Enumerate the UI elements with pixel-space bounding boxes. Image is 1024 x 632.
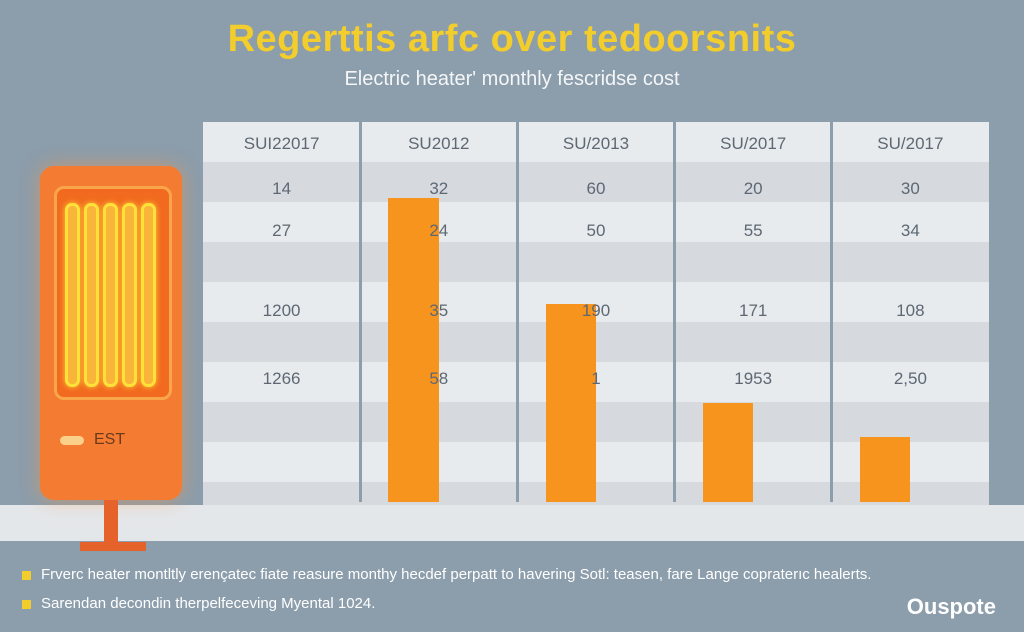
bullet-icon xyxy=(22,599,31,609)
table-stripe xyxy=(203,282,989,322)
table-cell: 60 xyxy=(586,179,606,198)
heater-coil-panel xyxy=(54,186,172,400)
heater-foot xyxy=(80,542,146,551)
heater-coil xyxy=(122,203,137,387)
footer-note-text: Frverc heater montltly erençatec fiate r… xyxy=(41,566,872,583)
column-header: SU/2017 xyxy=(877,134,944,153)
bar xyxy=(545,304,596,502)
column-header: SU2012 xyxy=(408,134,470,153)
table-cell: 35 xyxy=(429,301,449,320)
table-cell: 171 xyxy=(739,301,768,320)
heater-coil xyxy=(84,203,99,387)
table-cell: 34 xyxy=(900,221,920,240)
heater-coil xyxy=(141,203,156,387)
floor-strip xyxy=(0,505,1024,541)
chart-title: Regerttis arfc over tedoorsnits xyxy=(227,18,797,60)
table-cell: 1266 xyxy=(262,369,301,388)
table-cell: 50 xyxy=(586,221,606,240)
table-stripe xyxy=(203,162,989,202)
table-stripe xyxy=(203,322,989,362)
column-divider xyxy=(515,122,519,502)
footer-note-text: Sarendan decondin therpelfeceving Myenta… xyxy=(41,595,376,612)
table-stripe xyxy=(203,362,989,402)
table-cell: 190 xyxy=(581,301,611,320)
heater-illustration: EST xyxy=(40,166,182,500)
table-cell: 20 xyxy=(743,179,763,198)
heater-coil xyxy=(65,203,80,387)
column-header: SU/2017 xyxy=(720,134,787,153)
table-cell: 108 xyxy=(896,301,925,320)
column-header: SUI2201​7 xyxy=(243,134,320,153)
brand-logo-text: Ouspote xyxy=(906,594,996,619)
bar xyxy=(702,403,754,502)
table-cell: 55 xyxy=(743,221,763,240)
bar xyxy=(388,198,439,502)
heater-label: EST xyxy=(94,431,126,448)
table-cell: 1 xyxy=(591,369,601,388)
data-table: SUI2201​7 SU2012 SU/2013 SU/2017 SU/2017 14 32… xyxy=(203,122,989,522)
chart-subtitle: Electric heater' monthly fescridse cost xyxy=(344,68,680,90)
table-stripe xyxy=(203,242,989,282)
bar xyxy=(860,437,911,502)
heater-indicator xyxy=(60,436,84,445)
table-stripe xyxy=(203,402,989,442)
table-cell: 58 xyxy=(429,369,449,388)
table-cell: 1200 xyxy=(262,301,301,320)
table-cell: 32 xyxy=(429,179,449,198)
column-divider xyxy=(358,122,362,502)
footer-note: Frverc heater montltly erençatec fiate r… xyxy=(22,566,871,583)
table-cell: 27 xyxy=(272,221,292,240)
table-cell: 30 xyxy=(900,179,920,198)
heater-coil xyxy=(103,203,118,387)
table-cell: 1953 xyxy=(734,369,773,388)
column-header: SU/2013 xyxy=(562,134,630,153)
table-stripe xyxy=(203,442,989,482)
table-cell: 24 xyxy=(429,221,449,240)
bullet-icon xyxy=(22,570,31,580)
table-cell: 14 xyxy=(272,179,292,198)
table-cell: 2,50 xyxy=(893,369,927,388)
heater-stand xyxy=(104,500,118,546)
table-stripe xyxy=(203,122,989,162)
column-divider xyxy=(830,122,834,502)
footer-note: Sarendan decondin therpelfeceving Myenta… xyxy=(22,595,375,612)
table-stripe xyxy=(203,202,989,242)
column-divider xyxy=(673,122,677,502)
